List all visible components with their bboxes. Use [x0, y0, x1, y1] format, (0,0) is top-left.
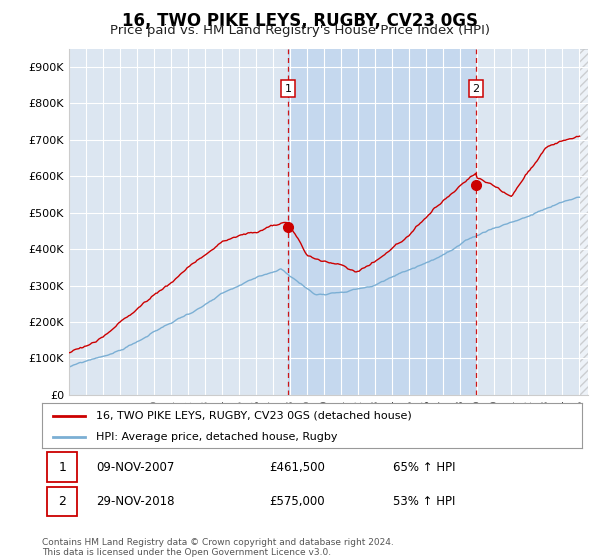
Text: 29-NOV-2018: 29-NOV-2018 [96, 495, 175, 508]
Text: £575,000: £575,000 [269, 495, 325, 508]
Text: Price paid vs. HM Land Registry's House Price Index (HPI): Price paid vs. HM Land Registry's House … [110, 24, 490, 36]
Text: 1: 1 [58, 460, 66, 474]
Text: £461,500: £461,500 [269, 460, 325, 474]
Text: 16, TWO PIKE LEYS, RUGBY, CV23 0GS: 16, TWO PIKE LEYS, RUGBY, CV23 0GS [122, 12, 478, 30]
Text: Contains HM Land Registry data © Crown copyright and database right 2024.
This d: Contains HM Land Registry data © Crown c… [42, 538, 394, 557]
FancyBboxPatch shape [47, 487, 77, 516]
Text: 65% ↑ HPI: 65% ↑ HPI [393, 460, 455, 474]
Text: 09-NOV-2007: 09-NOV-2007 [96, 460, 175, 474]
Text: 1: 1 [284, 84, 292, 94]
Text: 16, TWO PIKE LEYS, RUGBY, CV23 0GS (detached house): 16, TWO PIKE LEYS, RUGBY, CV23 0GS (deta… [96, 410, 412, 421]
Text: HPI: Average price, detached house, Rugby: HPI: Average price, detached house, Rugb… [96, 432, 337, 442]
Bar [580, 49, 588, 395]
Bar [288, 49, 476, 395]
Text: 53% ↑ HPI: 53% ↑ HPI [393, 495, 455, 508]
Text: 2: 2 [472, 84, 479, 94]
FancyBboxPatch shape [47, 452, 77, 482]
Text: 2: 2 [58, 495, 66, 508]
